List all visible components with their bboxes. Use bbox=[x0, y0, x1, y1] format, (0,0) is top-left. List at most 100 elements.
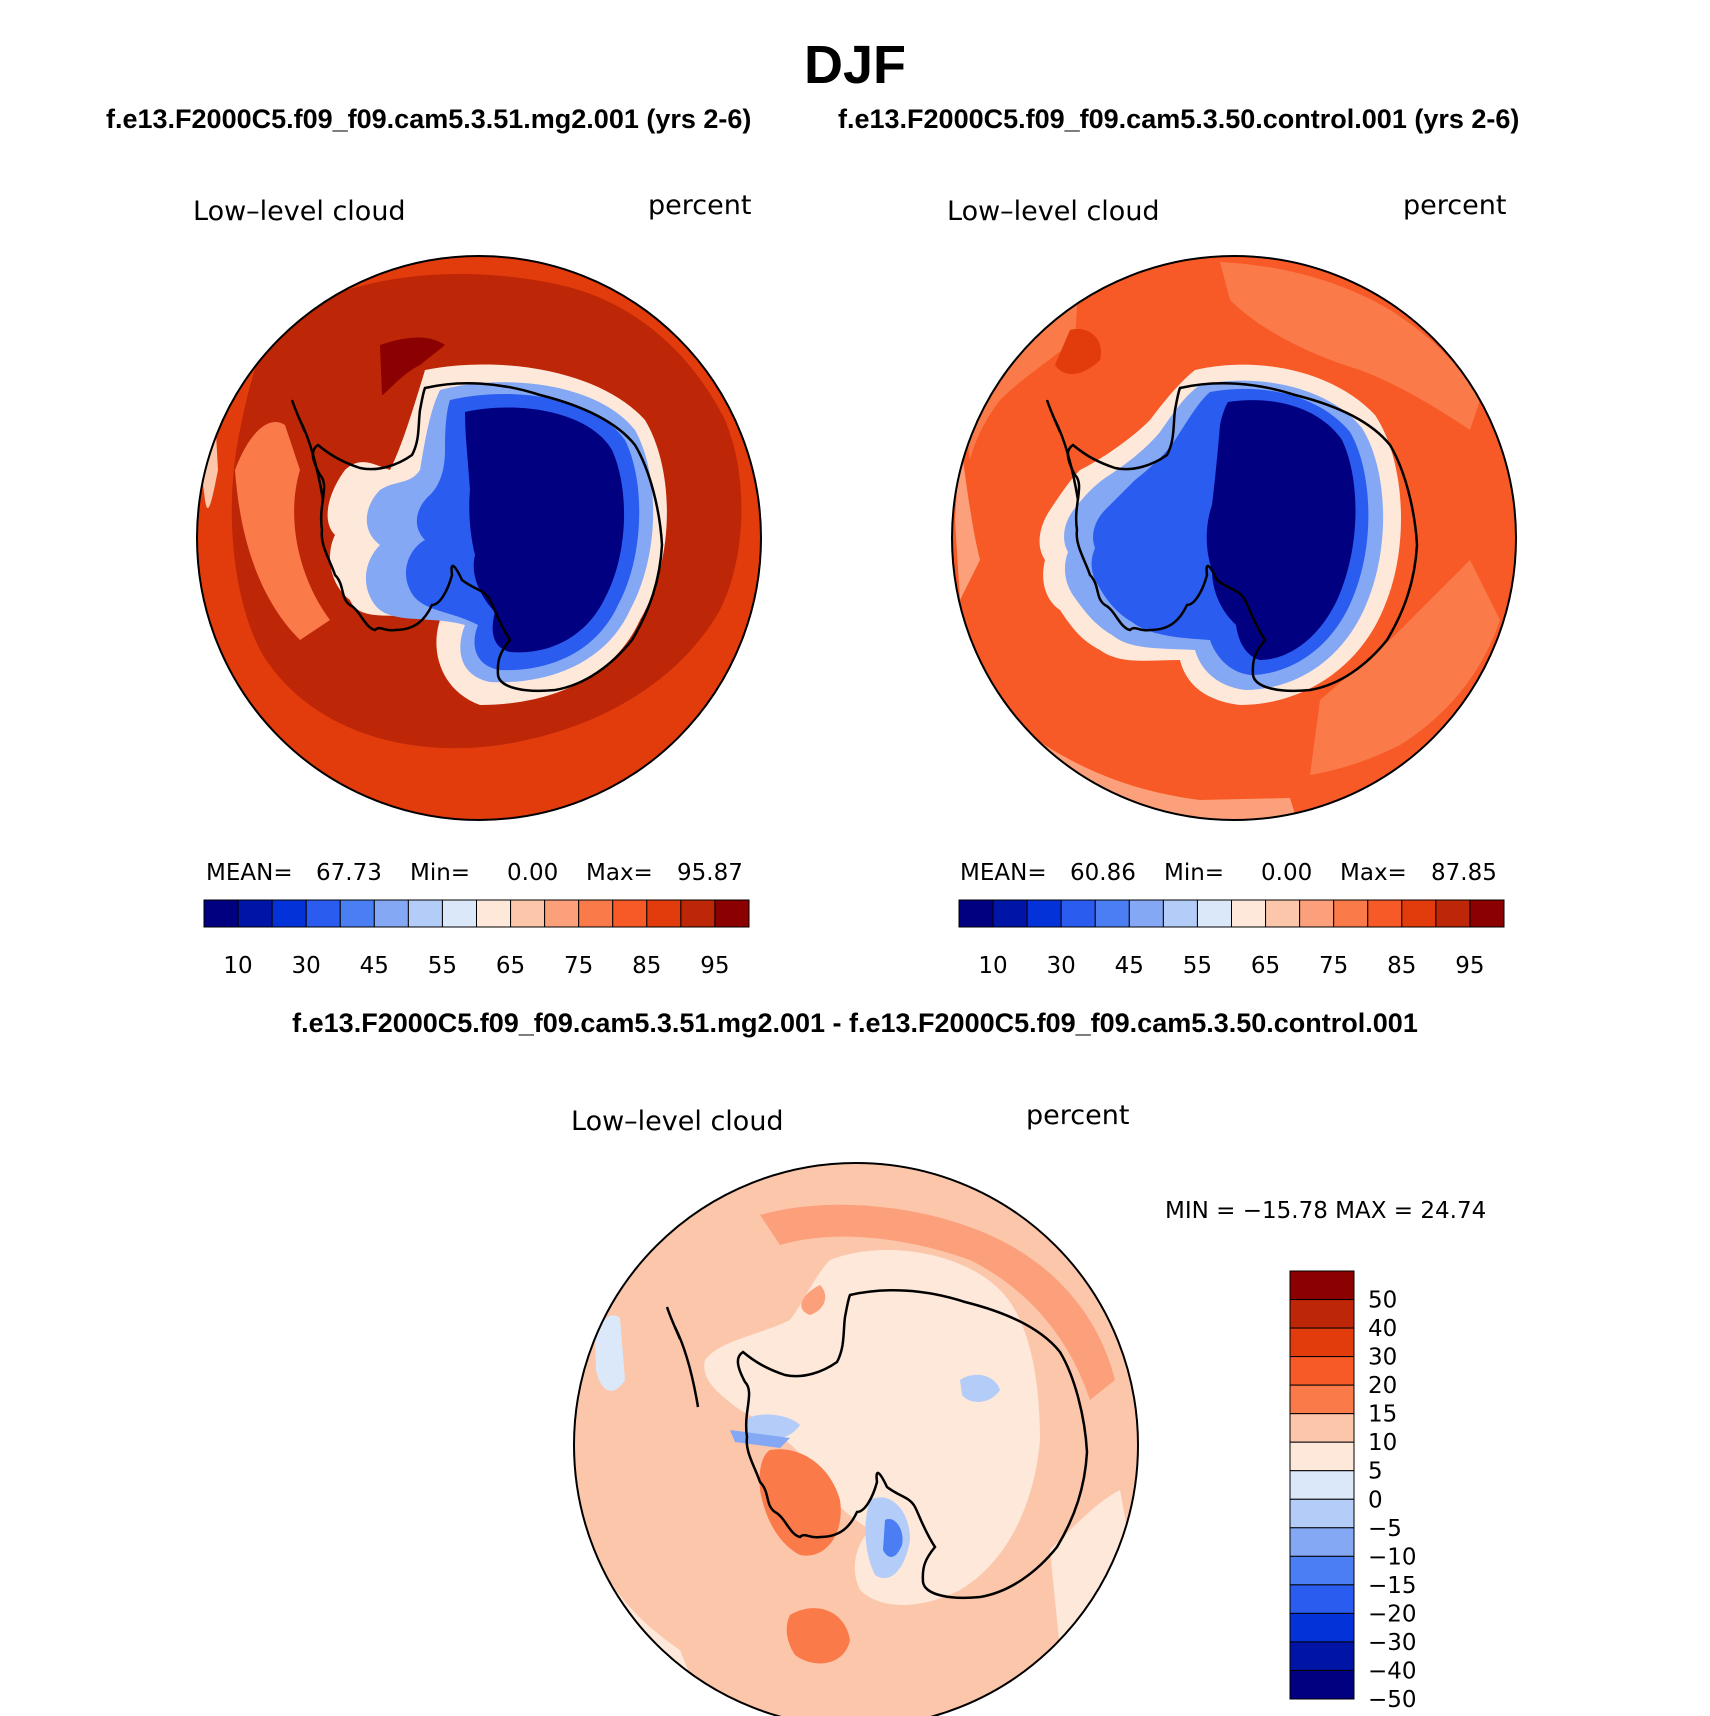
left-min-label: Min= bbox=[410, 860, 471, 886]
right-mean-label: MEAN= bbox=[960, 860, 1047, 886]
diff-coastline bbox=[736, 1289, 1089, 1600]
diff-colorbar-swatch bbox=[1289, 1384, 1355, 1415]
left-colorbar-swatch bbox=[510, 899, 546, 928]
diff-colorbar-tick-label: −15 bbox=[1368, 1573, 1417, 1599]
left-colorbar-tick-label: 45 bbox=[360, 953, 389, 979]
left-colorbar-tick-label: 65 bbox=[496, 953, 525, 979]
diff-colorbar-tick-label: 0 bbox=[1368, 1487, 1383, 1513]
right-colorbar-tick-label: 45 bbox=[1115, 953, 1144, 979]
left-colorbar-swatch bbox=[339, 899, 375, 928]
diff-colorbar-swatch bbox=[1289, 1441, 1355, 1472]
left-colorbar-tick-label: 10 bbox=[223, 953, 252, 979]
right-colorbar-swatch bbox=[1094, 899, 1130, 928]
left-mean-label: MEAN= bbox=[206, 860, 293, 886]
left-colorbar-swatch bbox=[271, 899, 307, 928]
right-colorbar-tick-label: 65 bbox=[1251, 953, 1280, 979]
diff-colorbar-swatch bbox=[1289, 1498, 1355, 1529]
right-colorbar-swatch bbox=[1299, 899, 1335, 928]
left-variable-label: Low–level cloud bbox=[193, 196, 406, 227]
right-units-label: percent bbox=[1403, 190, 1507, 221]
diff-colorbar-tick-label: 15 bbox=[1368, 1402, 1397, 1428]
right-colorbar-tick-label: 55 bbox=[1183, 953, 1212, 979]
right-colorbar-swatch bbox=[958, 899, 994, 928]
left-colorbar-swatch bbox=[714, 899, 750, 928]
left-colorbar-swatch bbox=[373, 899, 409, 928]
right-colorbar-swatch bbox=[1162, 899, 1198, 928]
right-colorbar-swatch bbox=[1231, 899, 1267, 928]
diff-title: f.e13.F2000C5.f09_f09.cam5.3.51.mg2.001 … bbox=[292, 1008, 1418, 1038]
left-min-value: 0.00 bbox=[507, 860, 559, 886]
right-colorbar-swatch bbox=[1128, 899, 1164, 928]
right-max-value: 87.85 bbox=[1431, 860, 1497, 886]
diff-colorbar-tick-label: −30 bbox=[1368, 1630, 1417, 1656]
case-title-right: f.e13.F2000C5.f09_f09.cam5.3.50.control.… bbox=[838, 104, 1520, 134]
right-colorbar-swatch bbox=[1435, 899, 1471, 928]
diff-colorbar-tick-label: 5 bbox=[1368, 1459, 1383, 1485]
left-colorbar-tick-label: 30 bbox=[292, 953, 321, 979]
diff-units-label: percent bbox=[1026, 1100, 1130, 1131]
right-max-label: Max= bbox=[1340, 860, 1407, 886]
right-colorbar-tick-label: 95 bbox=[1455, 953, 1484, 979]
diff-colorbar-tick-label: −20 bbox=[1368, 1601, 1417, 1627]
diff-colorbar-swatch bbox=[1289, 1413, 1355, 1443]
diff-colorbar-tick-label: 20 bbox=[1368, 1373, 1397, 1399]
left-colorbar: 10 30 45 55 65 75 85 95 bbox=[203, 899, 750, 979]
left-colorbar-swatch bbox=[407, 899, 443, 928]
right-colorbar-swatch bbox=[1367, 899, 1403, 928]
diff-map bbox=[573, 1162, 1139, 1716]
right-map bbox=[951, 255, 1517, 821]
right-colorbar-swatch bbox=[1026, 899, 1062, 928]
diff-colorbar-swatch bbox=[1289, 1270, 1355, 1301]
left-colorbar-swatch bbox=[237, 899, 273, 928]
diff-colorbar-swatch bbox=[1289, 1356, 1355, 1386]
right-min-label: Min= bbox=[1164, 860, 1225, 886]
diff-colorbar-swatch bbox=[1289, 1641, 1355, 1671]
left-colorbar-swatch bbox=[544, 899, 580, 928]
right-colorbar-swatch bbox=[1265, 899, 1301, 928]
diff-colorbar-tick-label: 30 bbox=[1368, 1345, 1397, 1371]
right-mean-value: 60.86 bbox=[1070, 860, 1136, 886]
figure-title: DJF bbox=[803, 35, 906, 95]
left-units-label: percent bbox=[648, 190, 752, 221]
left-colorbar-swatch bbox=[476, 899, 512, 928]
right-colorbar-swatch bbox=[992, 899, 1028, 928]
diff-variable-label: Low–level cloud bbox=[571, 1106, 784, 1137]
diff-colorbar-swatch bbox=[1289, 1555, 1355, 1586]
left-colorbar-tick-label: 85 bbox=[632, 953, 661, 979]
diff-colorbar-swatch bbox=[1289, 1470, 1355, 1500]
diff-colorbar-tick-label: −5 bbox=[1368, 1516, 1402, 1542]
right-colorbar-swatch bbox=[1060, 899, 1096, 928]
right-colorbar-tick-label: 75 bbox=[1319, 953, 1348, 979]
left-colorbar-swatch bbox=[305, 899, 341, 928]
left-colorbar-swatch bbox=[646, 899, 682, 928]
right-coastline bbox=[1066, 382, 1419, 693]
diff-colorbar-swatch bbox=[1289, 1527, 1355, 1557]
diff-colorbar-swatch bbox=[1289, 1612, 1355, 1643]
left-coastline bbox=[311, 382, 664, 693]
right-colorbar-swatch bbox=[1196, 899, 1232, 928]
diff-colorbar-tick-label: −40 bbox=[1368, 1658, 1417, 1684]
right-colorbar-swatch bbox=[1401, 899, 1437, 928]
right-colorbar-tick-label: 10 bbox=[978, 953, 1007, 979]
diff-colorbar-tick-label: 10 bbox=[1368, 1430, 1397, 1456]
diff-colorbar-swatch bbox=[1289, 1669, 1355, 1700]
right-colorbar-swatch bbox=[1469, 899, 1505, 928]
left-colorbar-swatch bbox=[441, 899, 477, 928]
left-max-label: Max= bbox=[586, 860, 653, 886]
right-colorbar-swatch bbox=[1333, 899, 1369, 928]
diff-colorbar-tick-label: 40 bbox=[1368, 1316, 1397, 1342]
diff-colorbar-tick-label: −50 bbox=[1368, 1687, 1417, 1713]
right-min-value: 0.00 bbox=[1261, 860, 1313, 886]
left-colorbar-swatch bbox=[578, 899, 614, 928]
left-colorbar-tick-label: 95 bbox=[700, 953, 729, 979]
right-colorbar-tick-label: 30 bbox=[1047, 953, 1076, 979]
right-variable-label: Low–level cloud bbox=[947, 196, 1160, 227]
left-colorbar-tick-label: 75 bbox=[564, 953, 593, 979]
diff-colorbar-tick-label: −10 bbox=[1368, 1544, 1417, 1570]
left-colorbar-swatch bbox=[680, 899, 716, 928]
left-map bbox=[196, 255, 762, 821]
right-colorbar: 10 30 45 55 65 75 85 95 bbox=[958, 899, 1505, 979]
left-colorbar-swatch bbox=[203, 899, 239, 928]
diff-colorbar-swatch bbox=[1289, 1327, 1355, 1358]
